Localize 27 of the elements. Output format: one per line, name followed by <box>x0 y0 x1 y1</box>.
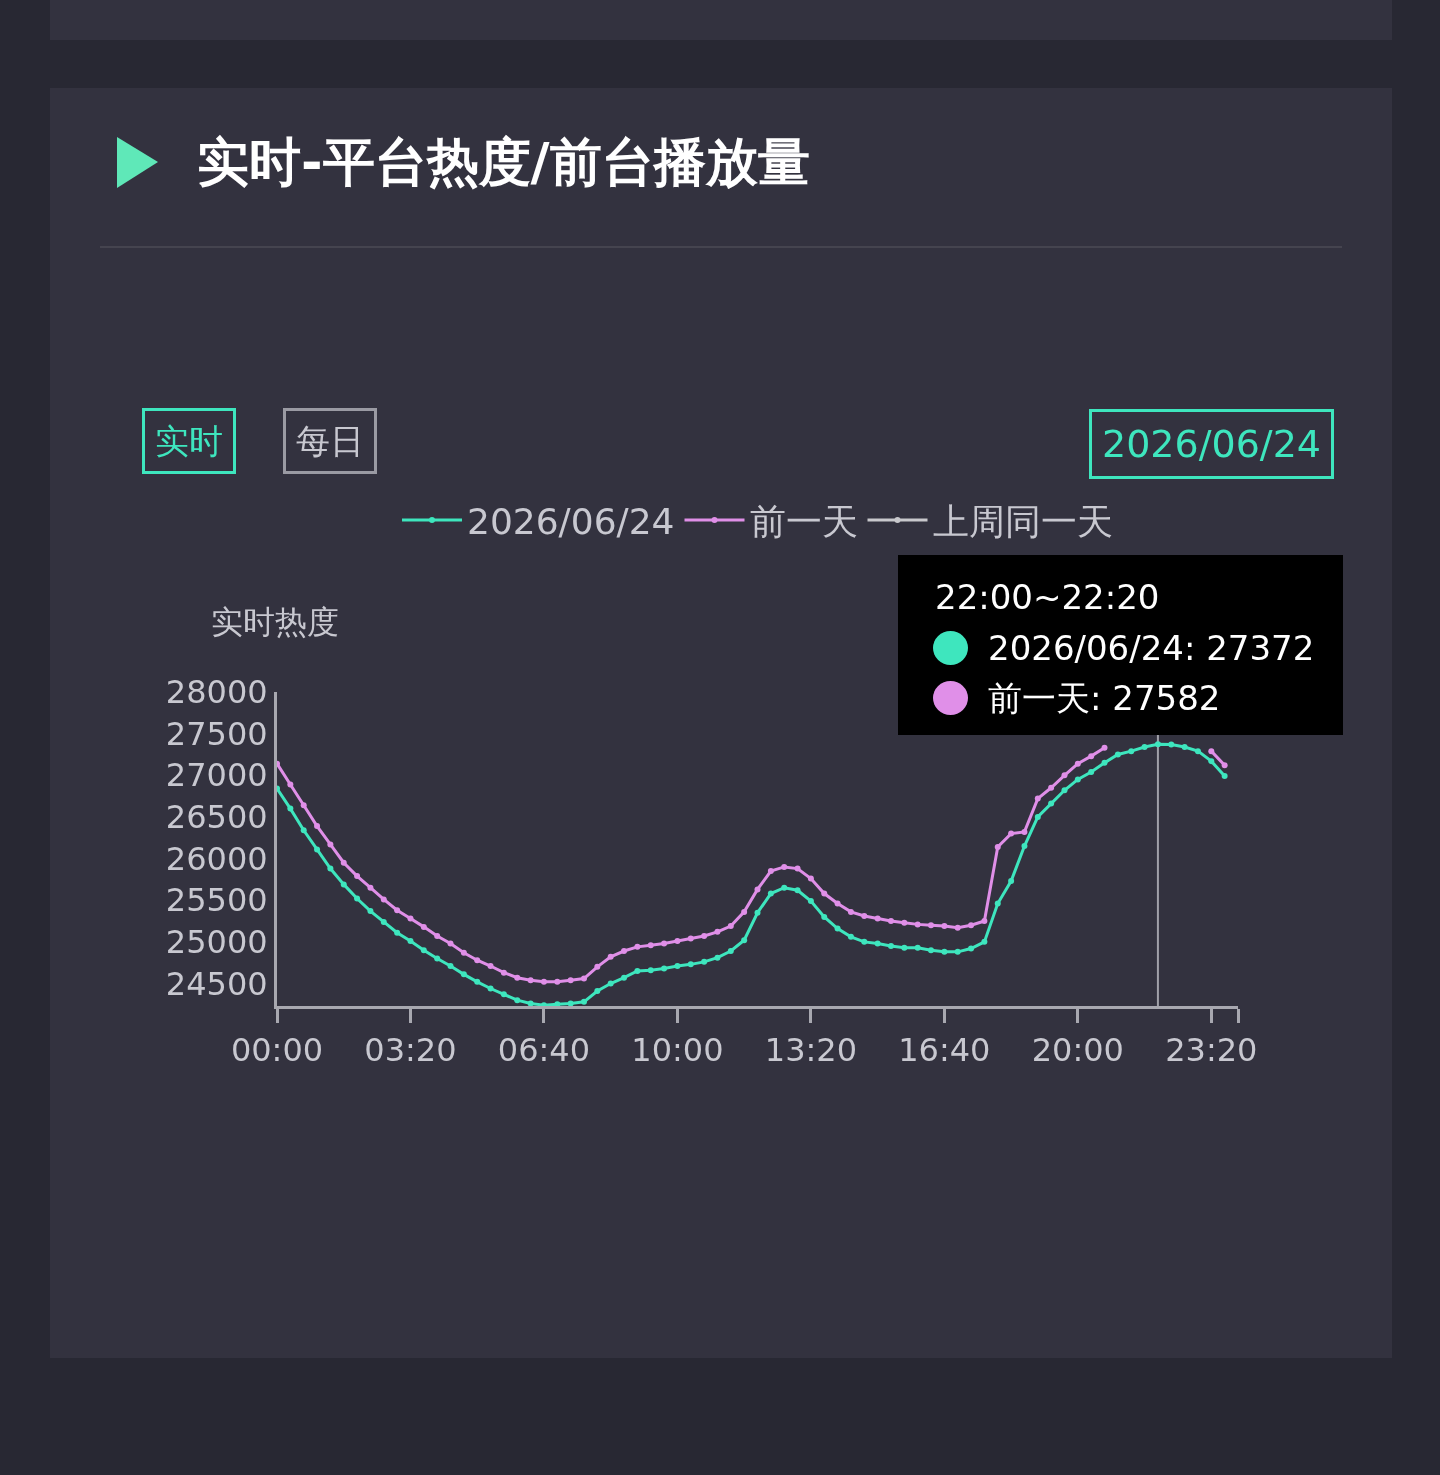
text: 每日 <box>296 421 364 461</box>
x-tick-label: 13:20 <box>764 1031 857 1070</box>
x-tick-label: 23:20 <box>1165 1031 1258 1070</box>
y-tick-label: 25000 <box>165 923 268 962</box>
x-tick-label: 16:40 <box>898 1031 991 1070</box>
x-tick-label: 00:00 <box>230 1031 324 1070</box>
text: 2026/06/24: 27372 <box>988 628 1315 668</box>
legend-label: 上周同一天 <box>932 500 1113 542</box>
text: 实时 <box>155 421 223 461</box>
x-tick-label: 10:00 <box>631 1031 724 1070</box>
text: 22:00~22:20 <box>935 577 1160 617</box>
legend-label: 前一天 <box>749 500 858 542</box>
chart-title: 实时-平台热度/前台播放量 <box>197 132 810 192</box>
y-axis-title: 实时热度 <box>211 603 339 641</box>
x-tick-label: 03:20 <box>364 1031 457 1070</box>
text: 2026/06/24 <box>1102 422 1322 466</box>
legend-label: 2026/06/24 <box>467 500 675 542</box>
annotation: 前一天: 27582 <box>988 678 1221 718</box>
y-tick-label: 24500 <box>165 964 268 1003</box>
x-tick-label: 20:00 <box>1031 1031 1124 1070</box>
y-tick-label: 27000 <box>165 756 268 795</box>
y-tick-label: 26500 <box>165 798 268 837</box>
y-tick-label: 25500 <box>165 881 268 920</box>
x-tick-label: 06:40 <box>497 1031 591 1070</box>
y-tick-label: 26000 <box>165 839 268 878</box>
y-tick-label: 27500 <box>165 714 268 753</box>
y-tick-label: 28000 <box>165 673 268 712</box>
